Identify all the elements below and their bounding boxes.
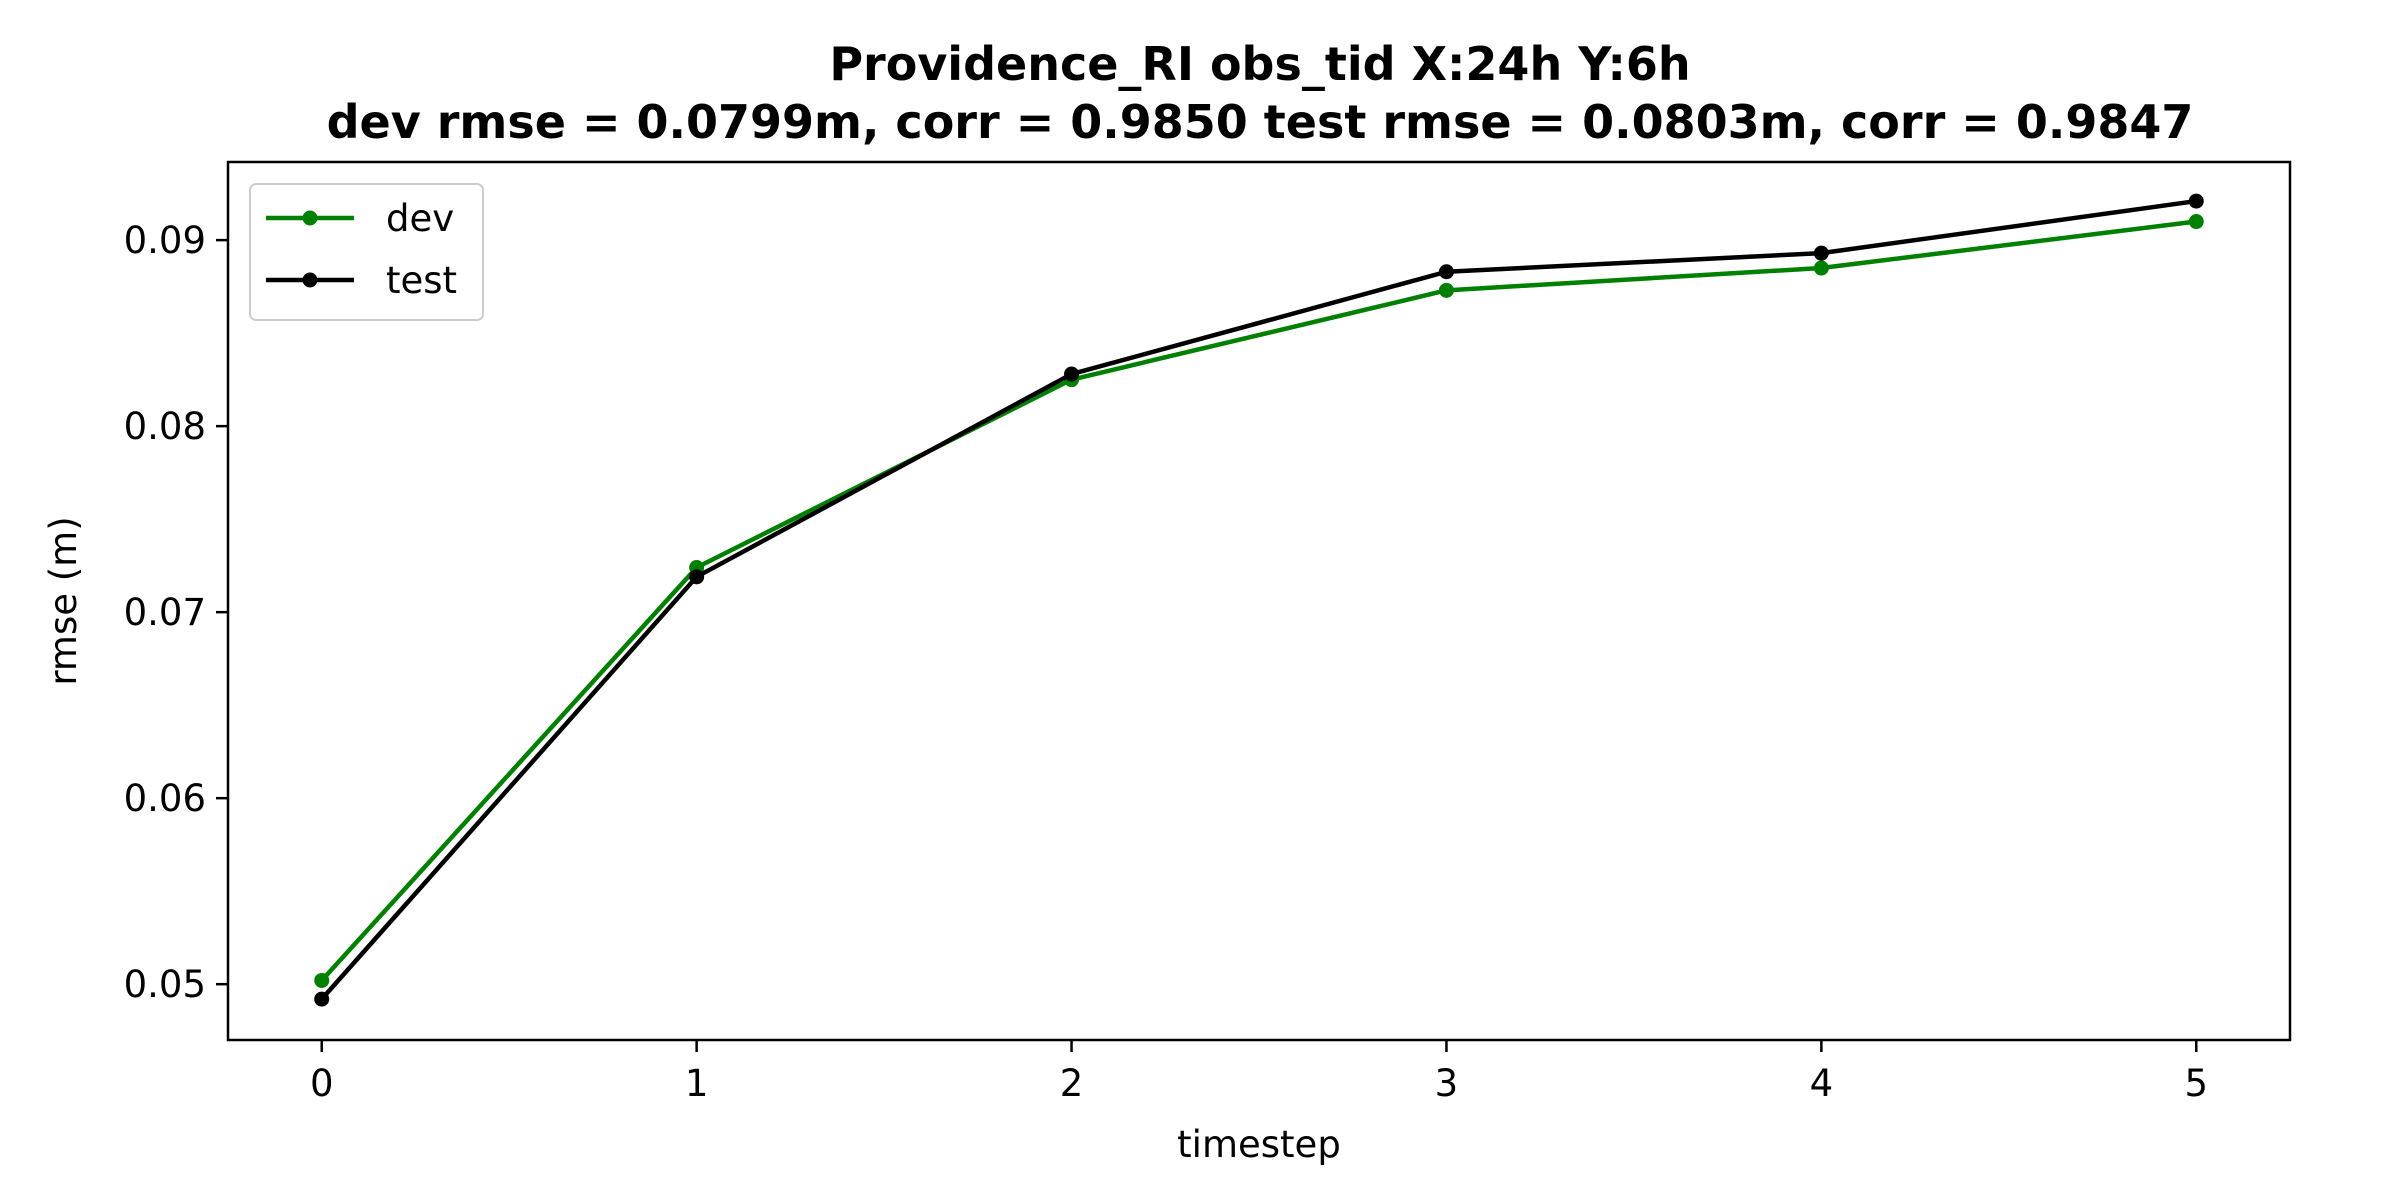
y-tick-label: 0.08 xyxy=(124,405,206,448)
series-dev-point xyxy=(1438,282,1454,298)
legend-test-label: test xyxy=(386,259,457,302)
series-test-point xyxy=(1064,366,1080,382)
series-test-point xyxy=(689,569,705,585)
series-dev-point xyxy=(1813,260,1829,276)
series-dev-point xyxy=(314,972,330,988)
chart-subtitle: dev rmse = 0.0799m, corr = 0.9850 test r… xyxy=(327,95,2194,149)
x-tick-label: 2 xyxy=(1060,1062,1084,1105)
series-test-point xyxy=(2188,193,2204,209)
plot-frame xyxy=(226,160,2292,1042)
chart-title: Providence_RI obs_tid X:24h Y:6h xyxy=(829,37,1690,91)
series-test-point xyxy=(314,991,330,1007)
legend: dev test xyxy=(249,183,484,321)
y-tick-label: 0.05 xyxy=(124,963,206,1006)
legend-test-marker xyxy=(302,272,318,288)
x-axis: 0 1 2 3 4 5 xyxy=(310,1040,2208,1105)
y-tick-label: 0.06 xyxy=(124,777,206,820)
y-tick-label: 0.09 xyxy=(124,219,206,262)
x-tick-label: 5 xyxy=(2184,1062,2208,1105)
y-tick-label: 0.07 xyxy=(124,591,206,634)
x-axis-label: timestep xyxy=(1177,1123,1341,1166)
series-dev-point xyxy=(2188,214,2204,230)
x-tick-label: 3 xyxy=(1435,1062,1459,1105)
x-tick-label: 0 xyxy=(310,1062,334,1105)
series-dev-line xyxy=(320,219,2197,982)
series-test-point xyxy=(1813,245,1829,261)
y-axis: 0.05 0.06 0.07 0.08 0.09 xyxy=(124,219,228,1006)
series-test-point xyxy=(1438,264,1454,280)
x-tick-label: 1 xyxy=(685,1062,709,1105)
y-axis-label: rmse (m) xyxy=(42,516,85,685)
legend-dev-label: dev xyxy=(386,197,454,240)
plot-series xyxy=(314,193,2204,1007)
x-tick-label: 4 xyxy=(1810,1062,1834,1105)
series-test-line xyxy=(320,198,2197,1001)
legend-dev-marker xyxy=(302,210,318,226)
